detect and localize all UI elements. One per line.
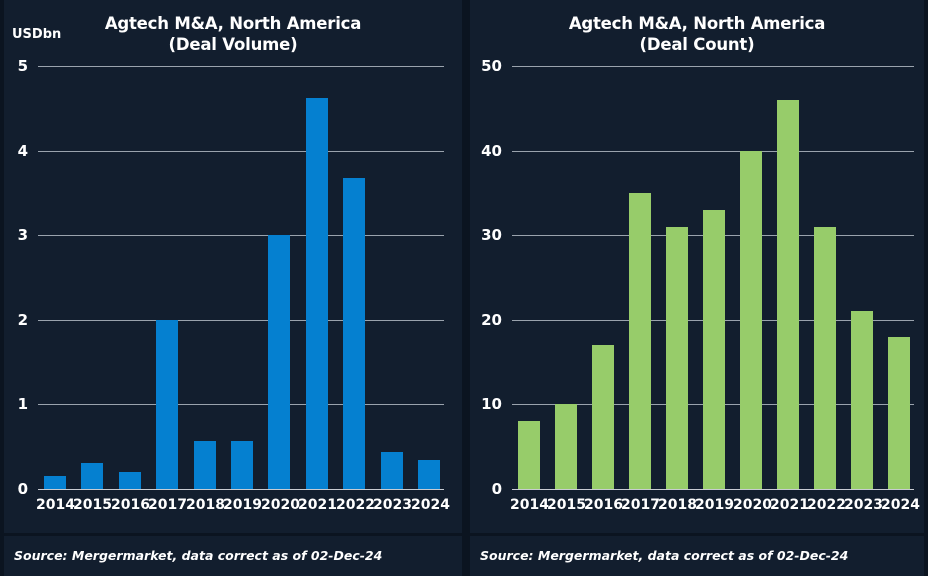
bar xyxy=(306,98,328,489)
y-axis-tick-label: 40 xyxy=(481,142,502,160)
bar xyxy=(119,472,141,489)
chart-title-line-2: (Deal Volume) xyxy=(168,34,298,54)
x-axis-tick-label: 2019 xyxy=(223,497,262,513)
x-axis-tick-label: 2022 xyxy=(807,497,846,513)
gridline xyxy=(38,66,444,67)
y-axis-tick-label: 10 xyxy=(481,395,502,413)
x-axis-tick-label: 2018 xyxy=(186,497,225,513)
bar xyxy=(81,463,103,489)
x-axis-tick-label: 2014 xyxy=(36,497,75,513)
x-axis-tick-label: 2020 xyxy=(261,497,300,513)
gridline xyxy=(38,151,444,152)
y-axis-tick-label: 5 xyxy=(17,57,28,75)
bar xyxy=(231,441,253,489)
axis-baseline xyxy=(512,489,914,490)
bar xyxy=(666,227,688,489)
gridline xyxy=(512,151,914,152)
x-axis-tick-label: 2019 xyxy=(695,497,734,513)
figure-right-edge xyxy=(924,0,928,576)
bar xyxy=(777,100,799,489)
bar xyxy=(343,178,365,489)
bar xyxy=(268,235,290,489)
y-axis-tick-label: 0 xyxy=(17,480,28,498)
x-axis-tick-label: 2016 xyxy=(584,497,623,513)
bar xyxy=(555,404,577,489)
x-axis-tick-label: 2016 xyxy=(111,497,150,513)
chart-title-line-1: Agtech M&A, North America xyxy=(568,14,826,33)
bar xyxy=(703,210,725,489)
bar xyxy=(814,227,836,489)
y-axis-tick-label: 0 xyxy=(491,480,502,498)
chart-title-line-2: (Deal Count) xyxy=(639,34,755,54)
y-axis-tick-label: 20 xyxy=(481,311,502,329)
x-axis-tick-label: 2015 xyxy=(547,497,586,513)
y-axis-tick-label: 30 xyxy=(481,226,502,244)
x-axis-tick-label: 2023 xyxy=(373,497,412,513)
x-axis-tick-label: 2017 xyxy=(621,497,660,513)
chart-title-line-1: Agtech M&A, North America xyxy=(104,14,362,33)
gridline xyxy=(38,320,444,321)
bar xyxy=(592,345,614,489)
gridline xyxy=(38,235,444,236)
x-axis-tick-label: 2023 xyxy=(844,497,883,513)
bar xyxy=(740,151,762,489)
gridline xyxy=(38,404,444,405)
y-axis-unit-label: USDbn xyxy=(12,27,62,42)
deal-volume-chart-panel: USDbn Agtech M&A, North America (Deal Vo… xyxy=(4,0,462,576)
axis-baseline xyxy=(38,489,444,490)
bar xyxy=(44,476,66,489)
bar xyxy=(629,193,651,489)
y-axis-tick-label: 3 xyxy=(17,226,28,244)
x-axis-tick-label: 2022 xyxy=(336,497,375,513)
bar xyxy=(381,452,403,489)
source-note: Source: Mergermarket, data correct as of… xyxy=(480,548,849,563)
x-axis-tick-label: 2018 xyxy=(658,497,697,513)
y-axis-tick-label: 2 xyxy=(17,311,28,329)
x-axis-tick-label: 2017 xyxy=(148,497,187,513)
y-axis-tick-label: 50 xyxy=(481,57,502,75)
x-axis-tick-label: 2014 xyxy=(510,497,549,513)
figure-left-edge xyxy=(0,0,4,576)
source-note: Source: Mergermarket, data correct as of… xyxy=(14,548,383,563)
bar xyxy=(156,320,178,489)
bar xyxy=(418,460,440,489)
x-axis-tick-label: 2015 xyxy=(73,497,112,513)
footer-divider xyxy=(4,533,462,536)
panel-divider xyxy=(462,0,470,576)
x-axis-tick-label: 2021 xyxy=(298,497,337,513)
y-axis-tick-label: 4 xyxy=(17,142,28,160)
deal-volume-plot-area: 0 1 2 3 4 5 2014 2015 2016 2017 2018 2019 2020 2021 20… xyxy=(4,0,462,576)
x-axis-tick-label: 2020 xyxy=(733,497,772,513)
bar xyxy=(851,311,873,489)
x-axis-tick-label: 2021 xyxy=(770,497,809,513)
deal-count-plot-area: 0 10 20 30 40 50 2014 2015 2016 2017 2018 2019 2020 2… xyxy=(470,0,924,576)
y-axis-tick-label: 1 xyxy=(17,395,28,413)
bar xyxy=(518,421,540,489)
footer-divider xyxy=(470,533,924,536)
deal-count-chart-title: Agtech M&A, North America (Deal Count) xyxy=(470,14,924,55)
deal-volume-chart-title: Agtech M&A, North America (Deal Volume) xyxy=(4,14,462,55)
gridline xyxy=(512,66,914,67)
bar xyxy=(194,441,216,489)
x-axis-tick-label: 2024 xyxy=(411,497,450,513)
bar xyxy=(888,337,910,489)
deal-count-chart-panel: Agtech M&A, North America (Deal Count) 0… xyxy=(470,0,924,576)
x-axis-tick-label: 2024 xyxy=(881,497,920,513)
